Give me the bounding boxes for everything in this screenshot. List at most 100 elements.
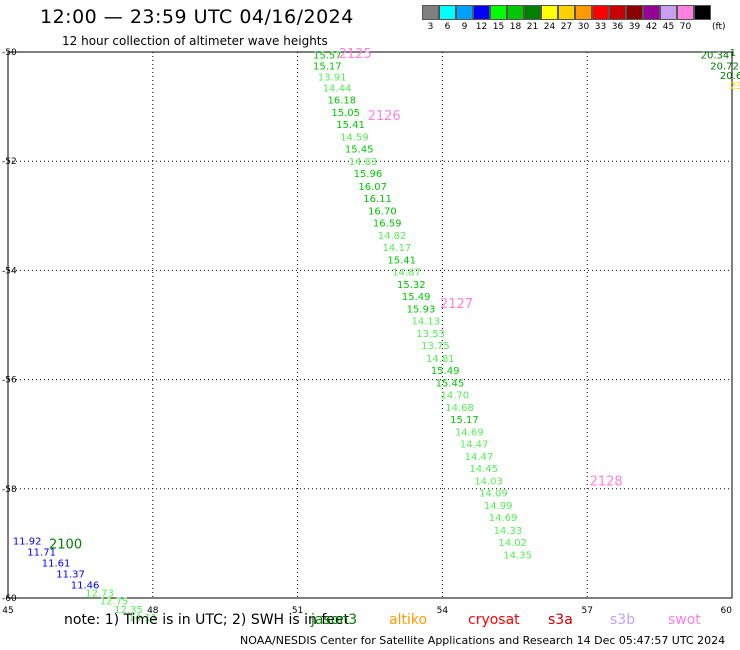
scale-swatch [575,5,592,20]
track-id-label: 2127 [440,297,473,312]
wave-height-reading: 12.73 [85,589,114,600]
scale-swatch [592,5,609,20]
page-title: 12:00 — 23:59 UTC 04/16/2024 [40,6,354,28]
color-scale-legend: 3 6 9 12 15 18 21 24 27 30 33 36 39 42 45 70 (ft) [422,5,726,32]
wave-height-reading: 14.69 [489,513,518,524]
scale-bin [694,5,711,22]
scale-bin: 3 [422,5,439,32]
scale-bin: 27 [558,5,575,32]
wave-height-reading: 1 [730,48,736,59]
wave-height-reading: 23 [730,81,740,92]
wave-height-reading: 14.81 [426,354,455,365]
scale-label: 70 [679,22,692,32]
wave-height-reading: 15.96 [354,169,383,180]
scale-bin: 15 [490,5,507,32]
x-tick-label: 51 [292,606,303,616]
wave-height-reading: 13.53 [416,329,445,340]
wave-height-reading: 16.18 [328,96,357,107]
satellite-legend-item: cryosat [468,612,520,628]
wave-height-reading: 11.71 [27,548,56,559]
wave-height-reading: 15.05 [331,108,360,119]
scale-swatch [609,5,626,20]
scale-swatch [541,5,558,20]
x-tick-label: 45 [2,606,13,616]
scale-bin: 39 [626,5,643,32]
scale-bin: 42 [643,5,660,32]
scale-bin: 33 [592,5,609,32]
scale-label: 12 [475,22,488,32]
satellite-legend-item: s3a [548,612,573,628]
wave-height-reading: 20.72 [710,62,739,73]
wave-height-reading: 14.47 [460,439,489,450]
scale-bin: 30 [575,5,592,32]
track-id-label: 2100 [49,537,82,552]
track-id-label: 2125 [339,47,372,62]
scale-swatch [439,5,456,20]
x-tick-label: 57 [581,606,592,616]
scale-swatch [456,5,473,20]
scale-swatch [490,5,507,20]
scale-bin: 70 [677,5,694,32]
satellite-legend-item: s3b [610,612,636,628]
scale-label: 6 [444,22,451,32]
wave-height-reading: 16.70 [368,206,397,217]
y-tick-label: -60 [2,594,17,604]
scale-bin: 12 [473,5,490,32]
scale-label: 30 [577,22,590,32]
wave-height-reading: 14.83 [349,157,378,168]
scale-label: 27 [560,22,573,32]
wave-height-reading: 14.17 [383,243,412,254]
satellite-legend-item: swot [668,612,701,628]
wave-height-reading: 16.11 [363,194,392,205]
scale-label: 9 [461,22,468,32]
y-tick-label: -54 [2,266,17,276]
scale-label: 18 [509,22,522,32]
scale-label: 15 [492,22,505,32]
scale-unit: (ft) [712,22,726,32]
wave-height-reading: 15.45 [436,378,465,389]
wave-height-reading: 15.41 [336,120,365,131]
scale-bin: 9 [456,5,473,32]
scale-swatch [694,5,711,20]
y-tick-label: -56 [2,376,17,386]
scale-label: 39 [628,22,641,32]
wave-height-reading: 15.41 [387,255,416,266]
track-id-label: 2126 [368,109,401,124]
wave-height-reading: 14.45 [469,464,498,475]
scale-swatch [558,5,575,20]
wave-height-reading: 16.07 [358,182,387,193]
wave-height-reading: 11.37 [56,569,85,580]
wave-height-reading: 15.57 [313,51,342,62]
wave-height-reading: 14.13 [412,317,441,328]
satellite-legend: note: 1) Time is in UTC; 2) SWH is in fe… [0,612,740,630]
wave-height-reading: 11.92 [13,537,42,548]
wave-height-reading: 15.49 [431,366,460,377]
satellite-legend-item: jason3 [311,612,358,628]
scale-swatch [422,5,439,20]
y-tick-label: -52 [2,157,17,167]
wave-height-reading: 15.17 [450,415,479,426]
footer-credit: NOAA/NESDIS Center for Satellite Applica… [240,634,726,647]
wave-height-reading: 14.87 [392,267,421,278]
wave-height-reading: 13.91 [318,73,347,84]
wave-height-reading: 14.09 [479,489,508,500]
scale-swatch [677,5,694,20]
scale-label: 21 [526,22,539,32]
wave-height-reading: 12.75 [100,597,129,608]
scale-label: 36 [611,22,624,32]
x-tick-label: 60 [721,606,733,616]
note-text: note: 1) Time is in UTC; 2) SWH is in fe… [64,612,350,628]
scale-bin: 45 [660,5,677,32]
wave-height-reading: 11.61 [42,559,71,570]
satellite-legend-item: altiko [389,612,428,628]
y-tick-label: -58 [2,485,17,495]
wave-height-reading: 14.99 [484,501,513,512]
scale-label: 3 [427,22,434,32]
scale-bin: 18 [507,5,524,32]
track-id-label: 2128 [590,475,623,490]
scale-bin: 36 [609,5,626,32]
wave-height-reading: 14.02 [498,538,527,549]
map-frame [7,51,733,599]
wave-height-reading: 15.17 [313,62,342,73]
